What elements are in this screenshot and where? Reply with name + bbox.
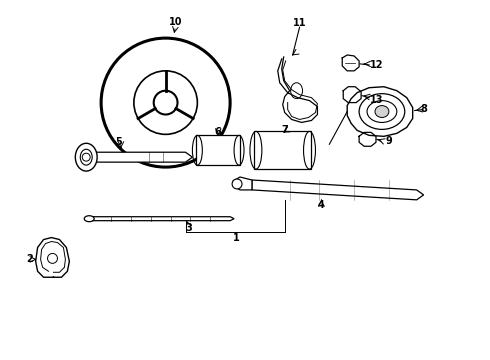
Text: 12: 12 [370,60,384,70]
Ellipse shape [84,216,94,222]
Bar [196,135,240,165]
Polygon shape [89,217,234,221]
Circle shape [134,71,197,134]
Ellipse shape [75,143,97,171]
Text: 8: 8 [420,104,427,113]
Text: 13: 13 [370,95,384,105]
Text: 7: 7 [281,125,288,135]
Circle shape [232,179,242,189]
Text: 3: 3 [185,222,192,233]
Polygon shape [233,177,252,190]
Ellipse shape [375,105,389,117]
Circle shape [101,38,230,167]
Text: 6: 6 [215,127,221,138]
Polygon shape [347,87,413,136]
Bar [254,131,312,169]
Text: 11: 11 [293,18,306,28]
Text: 5: 5 [116,137,122,147]
Text: 4: 4 [318,200,325,210]
Circle shape [82,153,90,161]
Circle shape [154,91,177,114]
Polygon shape [252,180,424,200]
Text: 10: 10 [169,17,182,27]
Polygon shape [91,152,193,162]
Text: 9: 9 [386,136,392,146]
Circle shape [48,253,57,264]
Text: 2: 2 [26,255,33,264]
Text: 1: 1 [233,233,240,243]
